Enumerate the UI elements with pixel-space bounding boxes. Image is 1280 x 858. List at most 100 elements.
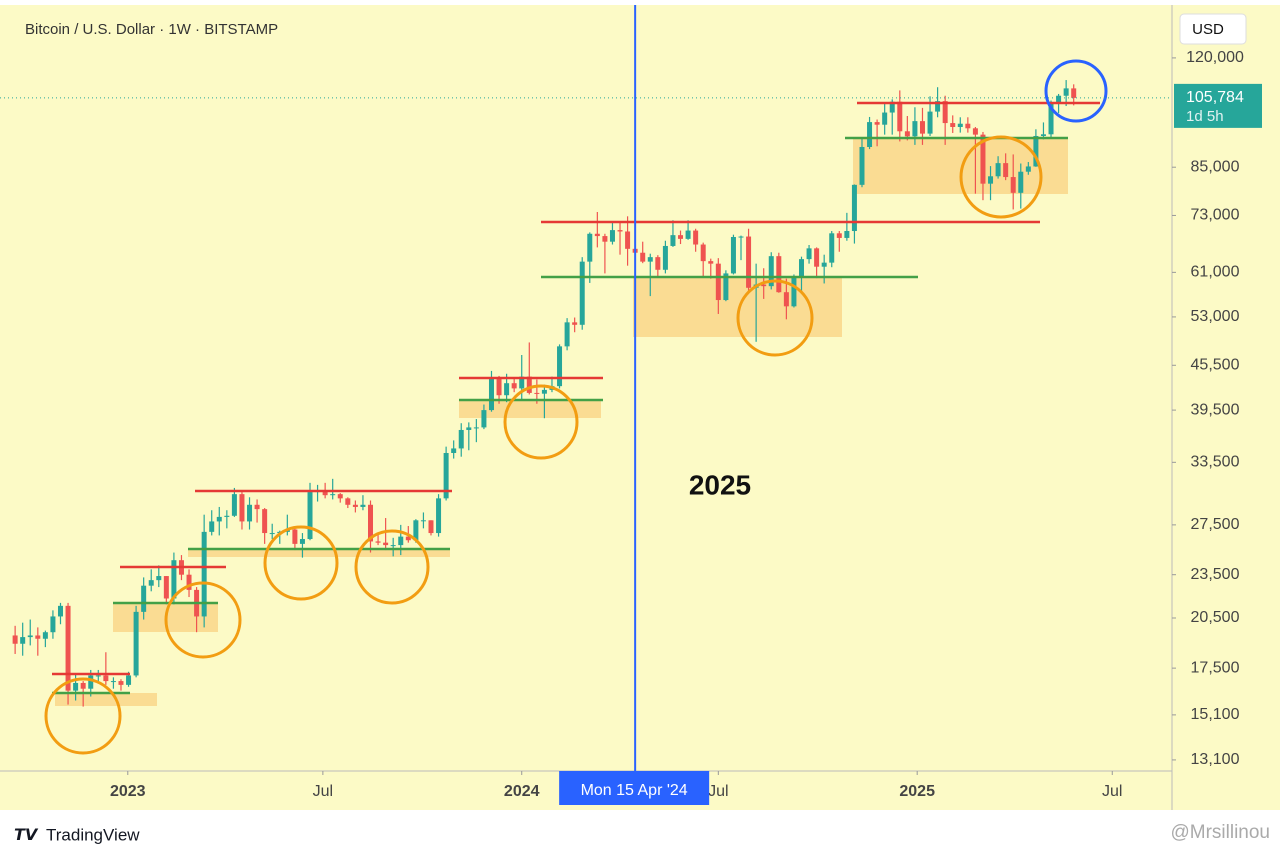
candle-body [919,121,925,134]
current-circle [1044,59,1108,123]
candle-body [1010,177,1016,193]
candle-body [451,448,457,454]
candle-body [443,453,449,499]
candle-body [950,123,956,127]
currency[interactable]: USD [1192,21,1224,38]
candle-body [1063,88,1069,96]
candle-body [534,392,540,394]
candle-body [12,635,18,644]
candle-body [927,111,933,134]
candle-body [1048,102,1054,135]
candle-body [678,235,684,239]
candle-body [882,112,888,125]
candle-body [594,233,600,237]
candle-body [88,675,94,689]
candle-body [814,248,820,267]
candle-body [1071,88,1077,98]
y-tick-label: 45,500 [1191,357,1240,374]
y-tick-label: 17,500 [1191,659,1240,676]
y-tick-label: 53,000 [1191,308,1240,325]
candle-body [972,128,978,135]
plot-area [0,5,1172,771]
candle-body [209,521,215,532]
candle-body [655,257,661,270]
candle-body [390,545,396,547]
y-tick-label: 120,000 [1186,49,1244,66]
candle-body [579,261,585,325]
candle-body [466,427,472,430]
brand: TradingView [46,825,140,844]
support-zone [55,693,157,706]
y-tick-label: 85,000 [1191,158,1240,175]
candle-body [761,284,767,287]
candle-body [859,146,865,185]
candle-body [746,236,752,288]
candle-body [519,376,525,389]
candle-body [360,504,366,507]
candle-body [224,515,230,517]
candle-body [670,235,676,246]
candle-body [383,542,389,546]
candle-body [126,675,132,685]
candle-body [57,605,63,617]
candle-body [488,377,494,411]
candle-body [80,682,86,689]
candle-body [216,516,222,522]
candle-body [541,389,547,394]
candle-body [836,233,842,238]
candle-body [239,494,245,522]
retest-circle [736,279,814,357]
candle-body [405,536,411,541]
y-tick-label: 33,500 [1191,454,1240,471]
candle-body [307,492,313,540]
candle-body [42,632,48,639]
candle-body [118,681,124,685]
candle-body [829,233,835,263]
candle-body [368,504,374,542]
crosshair-label: Mon 15 Apr '24 [581,782,688,799]
candle-body [844,231,850,238]
y-tick-label: 20,500 [1191,609,1240,626]
candle-body [783,292,789,307]
x-tick-label: Jul [313,783,333,800]
candle-body [557,346,563,387]
candle-body [1040,134,1046,136]
candle-body [73,682,79,691]
retest-circle [354,529,430,605]
currency-button[interactable] [1179,13,1247,45]
retest-circle [164,581,242,659]
candle-body [693,230,699,245]
candle-body [413,520,419,541]
candle-body [27,635,33,638]
candle-body [776,256,782,293]
annotations [44,59,1108,755]
candle-body [254,504,260,510]
candle-body [95,675,101,677]
candle-body [889,101,895,113]
candle-body [851,184,857,232]
candle-body [1056,95,1062,103]
y-tick-label: 23,500 [1191,566,1240,583]
candle-body [617,230,623,232]
candle-body [700,244,706,262]
candle-body [1025,166,1031,172]
y-tick-label: 13,100 [1191,751,1240,768]
candle-body [496,377,502,396]
candle-body [965,123,971,129]
x-tick-label: 2023 [110,783,146,800]
candle-body [526,376,532,393]
y-tick-label: 15,100 [1191,706,1240,723]
candle-body [428,520,434,534]
candle-body [980,134,986,184]
candle-body [141,585,147,612]
candle-body [897,101,903,132]
candle-body [398,536,404,546]
countdown: 1d 5h [1186,108,1224,125]
candle-body [337,494,343,499]
candle-body [65,605,71,691]
candle-body [995,163,1001,177]
crosshair-label-box [559,771,710,805]
candle-body [625,231,631,249]
watermark: @Mrsillinou [1170,822,1270,843]
candle-body [292,529,298,544]
